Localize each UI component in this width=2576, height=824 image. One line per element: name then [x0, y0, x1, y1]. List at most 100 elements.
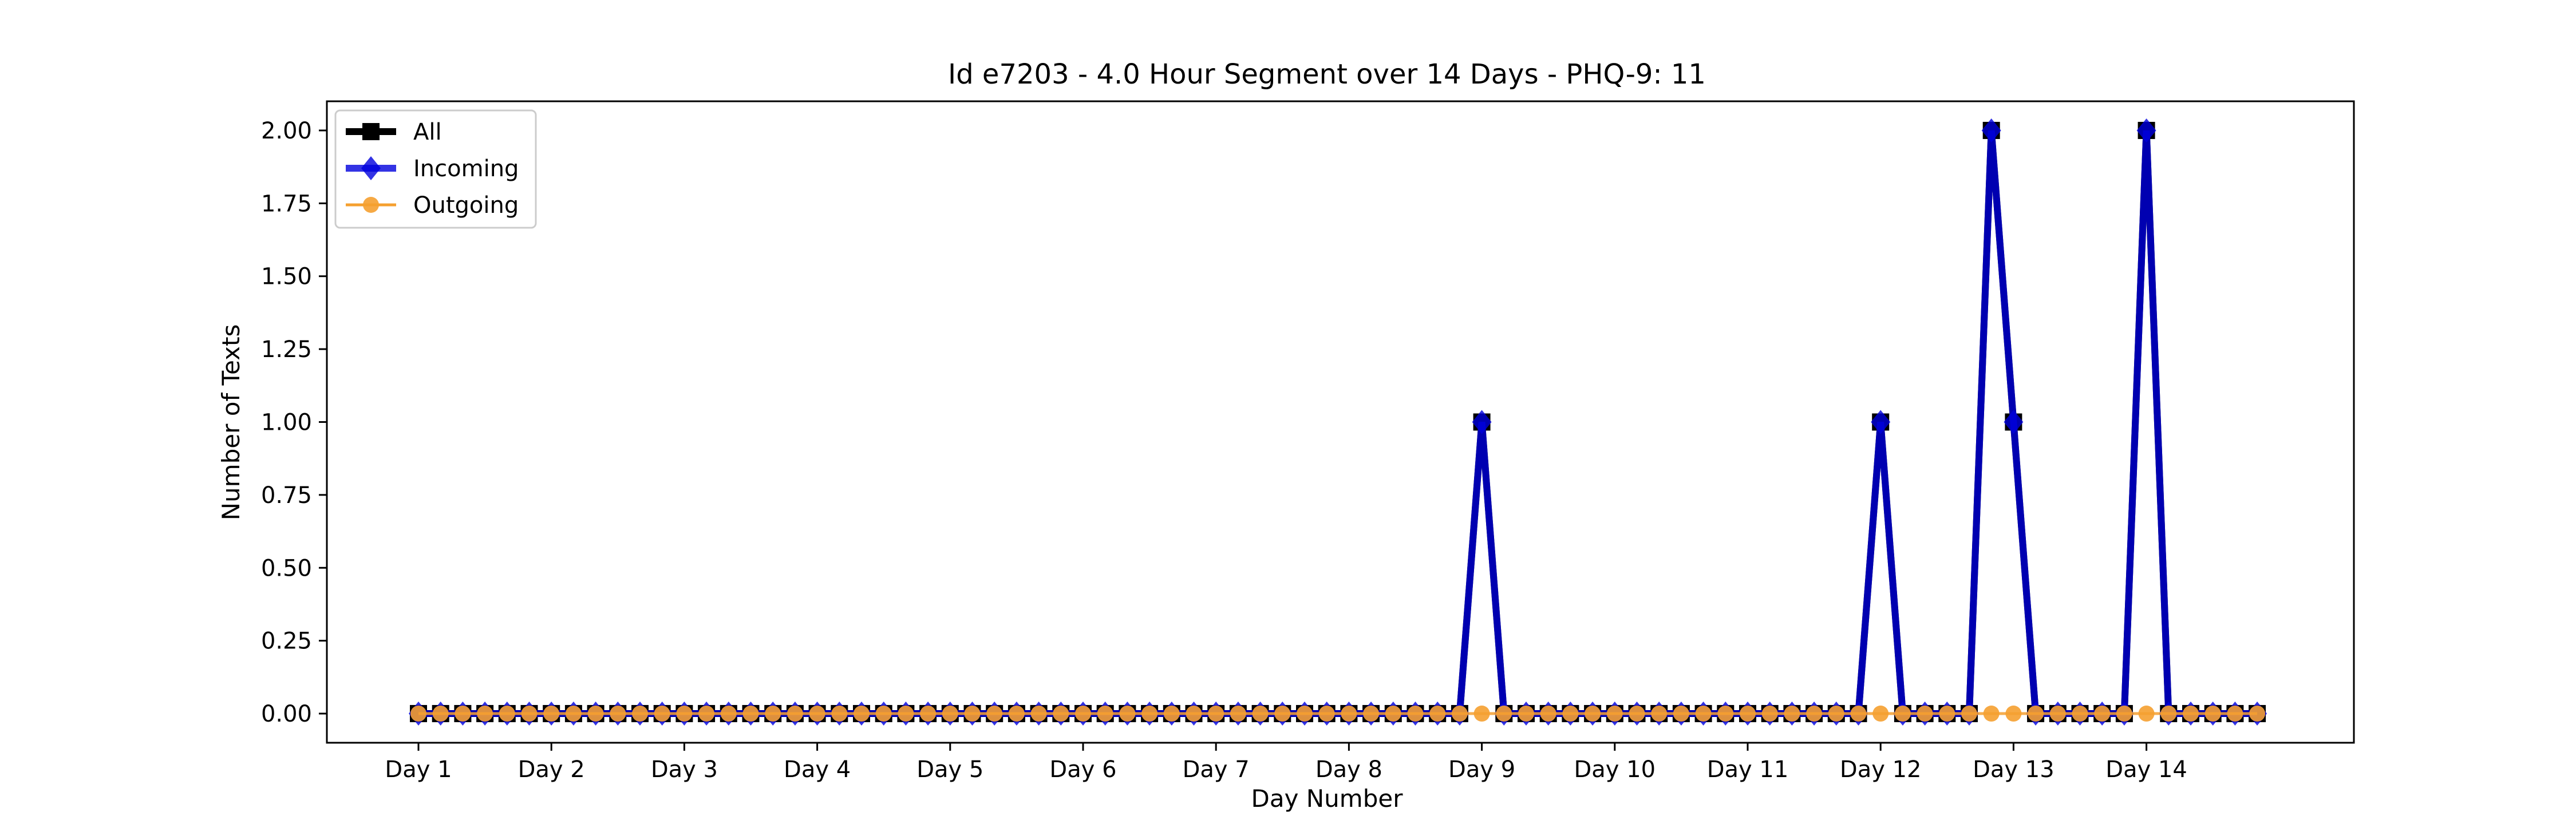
data-point-outgoing	[1385, 706, 1401, 722]
x-tick-label: Day 2	[518, 756, 585, 783]
data-point-outgoing	[477, 706, 493, 722]
y-tick-label: 1.50	[261, 264, 312, 290]
data-point-outgoing	[875, 706, 892, 722]
x-tick-label: Day 10	[1574, 756, 1656, 783]
data-point-outgoing	[632, 706, 648, 722]
data-point-outgoing	[2005, 706, 2022, 722]
data-point-outgoing	[1496, 706, 1512, 722]
data-point-outgoing	[1894, 706, 1911, 722]
plot-area: 0.00 0.25 0.50 0.75 1.00 1.25 1.50 1.75 2.00 Day …	[261, 100, 2355, 783]
data-point-outgoing	[1208, 706, 1224, 722]
y-tick-label: 1.75	[261, 191, 312, 217]
data-point-outgoing	[432, 706, 449, 722]
x-tick-label: Day 11	[1707, 756, 1789, 783]
data-point-outgoing	[1761, 706, 1778, 722]
data-point-outgoing	[964, 706, 981, 722]
x-tick-label: Day 13	[1973, 756, 2055, 783]
data-point-outgoing	[1939, 706, 1955, 722]
data-point-outgoing	[986, 706, 1003, 722]
data-point-outgoing	[1163, 706, 1180, 722]
data-point-outgoing	[2249, 706, 2266, 722]
chart-title: Id e7203 - 4.0 Hour Segment over 14 Days…	[948, 58, 1706, 90]
data-point-outgoing	[1252, 706, 1269, 722]
data-point-outgoing	[1740, 706, 1756, 722]
y-axis-label: Number of Texts	[217, 324, 245, 521]
data-point-outgoing	[2204, 706, 2221, 722]
data-point-outgoing	[676, 706, 693, 722]
x-tick-label: Day 6	[1049, 756, 1116, 783]
data-point-outgoing	[499, 706, 515, 722]
x-axis-label: Day Number	[1251, 785, 1403, 813]
legend-box	[334, 109, 537, 229]
data-point-outgoing	[1983, 706, 2000, 722]
data-point-outgoing	[1119, 706, 1136, 722]
legend-marker-outgoing	[363, 197, 379, 213]
data-point-outgoing	[898, 706, 914, 722]
data-point-outgoing	[920, 706, 937, 722]
data-point-incoming	[2004, 410, 2024, 434]
data-point-outgoing	[1030, 706, 1047, 722]
data-point-outgoing	[2138, 706, 2155, 722]
data-point-outgoing	[1318, 706, 1335, 722]
data-point-incoming	[1871, 410, 1891, 434]
data-point-outgoing	[1695, 706, 1712, 722]
data-point-outgoing	[1429, 706, 1446, 722]
data-point-outgoing	[1585, 706, 1601, 722]
x-tick-label: Day 14	[2105, 756, 2187, 783]
data-point-outgoing	[1961, 706, 1977, 722]
data-point-outgoing	[831, 706, 848, 722]
data-point-outgoing	[742, 706, 759, 722]
x-tick-label: Day 9	[1448, 756, 1515, 783]
y-tick-label: 0.75	[261, 482, 312, 509]
data-point-outgoing	[1872, 706, 1889, 722]
x-tick-label: Day 8	[1315, 756, 1382, 783]
data-point-outgoing	[1606, 706, 1623, 722]
data-point-outgoing	[1518, 706, 1534, 722]
data-point-outgoing	[1806, 706, 1823, 722]
data-point-outgoing	[698, 706, 715, 722]
data-point-outgoing	[2072, 706, 2088, 722]
data-point-outgoing	[1562, 706, 1579, 722]
y-tick-label: 0.50	[261, 555, 312, 581]
data-point-outgoing	[1008, 706, 1025, 722]
data-point-outgoing	[1363, 706, 1380, 722]
data-point-outgoing	[2227, 706, 2243, 722]
data-point-outgoing	[1097, 706, 1113, 722]
y-tick-label: 1.00	[261, 410, 312, 436]
data-point-incoming	[1981, 118, 2001, 142]
data-point-outgoing	[610, 706, 626, 722]
y-tick-label: 1.25	[261, 336, 312, 363]
data-point-outgoing	[587, 706, 604, 722]
x-tick-label: Day 1	[385, 756, 452, 783]
x-tick-label: Day 7	[1183, 756, 1250, 783]
data-point-outgoing	[720, 706, 737, 722]
data-point-outgoing	[1828, 706, 1844, 722]
data-point-incoming	[2136, 118, 2156, 142]
data-point-outgoing	[765, 706, 781, 722]
data-point-outgoing	[565, 706, 582, 722]
data-point-outgoing	[1451, 706, 1468, 722]
data-point-outgoing	[1141, 706, 1158, 722]
data-point-outgoing	[1540, 706, 1556, 722]
data-point-outgoing	[1341, 706, 1357, 722]
data-point-outgoing	[1186, 706, 1202, 722]
data-point-outgoing	[854, 706, 870, 722]
data-point-outgoing	[521, 706, 538, 722]
data-point-outgoing	[2049, 706, 2066, 722]
data-point-outgoing	[1473, 706, 1490, 722]
data-point-outgoing	[2116, 706, 2132, 722]
legend-label-incoming: Incoming	[413, 156, 519, 182]
data-point-outgoing	[1651, 706, 1668, 722]
data-point-outgoing	[2094, 706, 2111, 722]
data-point-incoming	[1472, 410, 1492, 434]
legend-marker-incoming	[361, 156, 381, 180]
data-point-outgoing	[1230, 706, 1246, 722]
data-point-outgoing	[1917, 706, 1933, 722]
y-tick-label: 2.00	[261, 118, 312, 144]
data-point-outgoing	[1053, 706, 1069, 722]
data-point-outgoing	[1407, 706, 1424, 722]
x-tick-label: Day 3	[651, 756, 718, 783]
data-point-outgoing	[1075, 706, 1091, 722]
data-point-outgoing	[1673, 706, 1689, 722]
